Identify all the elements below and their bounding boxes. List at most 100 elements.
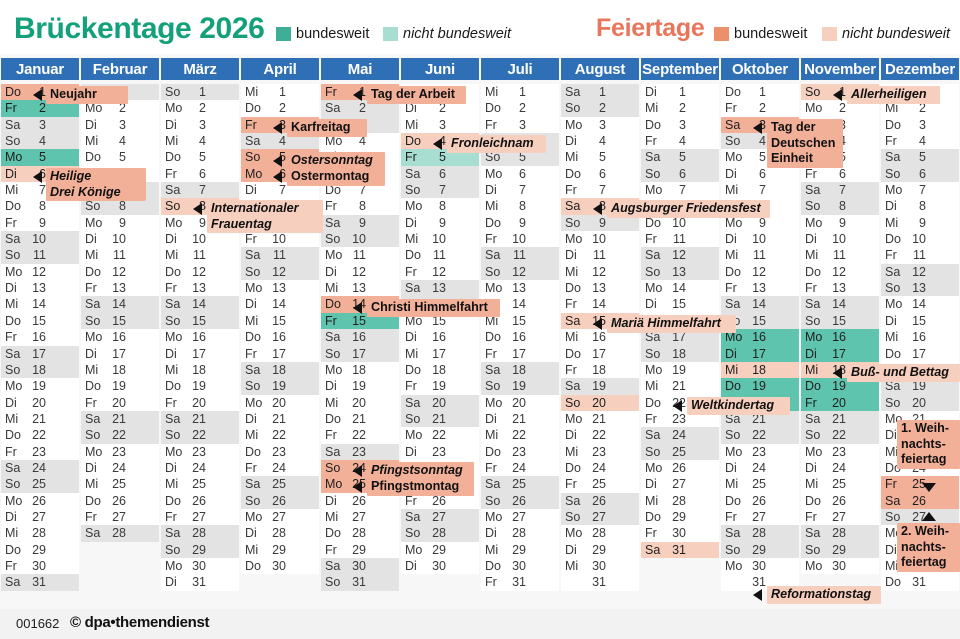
day-cell[interactable]: Di 28 xyxy=(241,525,319,542)
day-cell[interactable]: Di 7 xyxy=(241,182,319,199)
day-cell[interactable]: Mo 16 xyxy=(801,329,879,346)
month-header-juni[interactable]: Juni xyxy=(401,58,479,80)
day-cell[interactable]: Di 12 xyxy=(321,263,399,281)
day-cell[interactable]: Fr 24 xyxy=(241,459,319,477)
day-cell[interactable]: Mo 14 xyxy=(881,296,959,313)
day-cell[interactable]: Fr 20 xyxy=(81,394,159,411)
day-cell[interactable]: Di 16 xyxy=(401,329,479,346)
day-cell[interactable]: Fr 27 xyxy=(161,508,239,526)
day-cell[interactable]: Fr 16 xyxy=(1,329,79,346)
day-cell[interactable]: Do 8 xyxy=(1,198,79,215)
day-cell[interactable]: Mo 23 xyxy=(801,443,879,460)
day-cell[interactable]: Mi 4 xyxy=(81,133,159,150)
day-cell[interactable]: Sa 28 xyxy=(81,525,159,542)
day-cell[interactable]: Sa 2 xyxy=(321,100,399,117)
holiday-callout-pfingstmontag[interactable]: Pfingstmontag xyxy=(367,478,474,496)
day-cell[interactable]: So 12 xyxy=(241,263,319,281)
day-cell[interactable]: Mo 28 xyxy=(561,525,639,542)
holiday-callout-christi-himmelfahrt[interactable]: Christi Himmelfahrt xyxy=(367,299,500,317)
day-cell[interactable]: Sa 31 xyxy=(641,541,719,558)
holiday-callout-ostersonntag[interactable]: Ostersonntag xyxy=(287,152,385,170)
day-cell[interactable]: Fr 13 xyxy=(161,280,239,297)
day-cell[interactable]: Mi 10 xyxy=(401,231,479,248)
day-cell[interactable]: Do 7 xyxy=(321,182,399,199)
day-cell[interactable]: Sa 5 xyxy=(881,149,959,166)
day-cell[interactable]: Mi 2 xyxy=(881,100,959,117)
day-cell[interactable]: So 19 xyxy=(241,378,319,395)
day-cell[interactable]: Di 17 xyxy=(81,345,159,362)
day-cell[interactable]: Di 21 xyxy=(241,410,319,428)
day-cell[interactable]: Do 26 xyxy=(721,492,799,509)
day-cell[interactable]: Sa 14 xyxy=(161,296,239,313)
day-cell[interactable]: Sa 14 xyxy=(801,296,879,313)
day-cell[interactable]: Mi 3 xyxy=(401,116,479,134)
day-cell[interactable]: Sa 14 xyxy=(81,296,159,313)
day-cell[interactable]: Di 4 xyxy=(561,133,639,150)
day-cell[interactable]: So 11 xyxy=(1,247,79,264)
day-cell[interactable]: Di 29 xyxy=(561,541,639,558)
day-cell[interactable]: So 4 xyxy=(1,133,79,150)
day-cell[interactable]: Do 3 xyxy=(881,116,959,134)
day-cell[interactable]: Mo 26 xyxy=(641,459,719,477)
day-cell[interactable]: Fr 12 xyxy=(401,263,479,281)
day-cell[interactable]: Mo 23 xyxy=(81,443,159,460)
day-cell[interactable]: So 15 xyxy=(81,312,159,330)
holiday-callout-tag-der-deutschen-einheit[interactable]: Tag der Deutschen Einheit xyxy=(767,119,843,168)
day-cell[interactable]: Sa 9 xyxy=(321,214,399,232)
day-cell[interactable]: Di 24 xyxy=(161,459,239,477)
day-cell[interactable]: Do 5 xyxy=(81,149,159,166)
month-header-november[interactable]: November xyxy=(801,58,879,80)
day-cell[interactable]: Fr 14 xyxy=(561,296,639,313)
day-cell[interactable]: Mi 22 xyxy=(481,427,559,444)
day-cell[interactable]: Sa 14 xyxy=(721,296,799,313)
day-cell[interactable]: Mi 9 xyxy=(881,214,959,232)
day-cell[interactable]: Mi 1 xyxy=(481,84,559,101)
day-cell[interactable]: Fr 2 xyxy=(721,100,799,117)
day-cell[interactable]: Do 26 xyxy=(801,492,879,509)
day-cell[interactable]: Do 30 xyxy=(481,557,559,575)
day-cell[interactable]: Di 21 xyxy=(481,410,559,428)
day-cell[interactable]: Fr 30 xyxy=(1,557,79,575)
day-cell[interactable]: Mo 27 xyxy=(241,508,319,526)
day-cell[interactable]: Mi 28 xyxy=(641,492,719,509)
day-cell[interactable]: Do 26 xyxy=(81,492,159,509)
day-cell[interactable]: Do 2 xyxy=(241,100,319,117)
month-header-oktober[interactable]: Oktober xyxy=(721,58,799,80)
day-cell[interactable]: Di 17 xyxy=(161,345,239,362)
holiday-callout-augsburger-friedensfest[interactable]: Augsburger Friedensfest xyxy=(607,200,770,218)
day-cell[interactable]: Di 10 xyxy=(721,231,799,248)
day-cell[interactable]: Di 15 xyxy=(881,312,959,330)
day-cell[interactable]: Sa 3 xyxy=(1,116,79,134)
day-cell[interactable]: Do 31 xyxy=(881,574,959,591)
day-cell[interactable]: So 1 xyxy=(161,84,239,101)
holiday-callout-pfingstsonntag[interactable]: Pfingstsonntag xyxy=(367,462,474,480)
day-cell[interactable]: Mo 13 xyxy=(481,280,559,297)
day-cell[interactable]: Mo 15 xyxy=(401,312,479,330)
day-cell[interactable]: Sa 28 xyxy=(801,525,879,542)
holiday-callout-erster-weihnachtsfeiertag[interactable]: 1. Weih- nachts- feiertag xyxy=(897,420,960,469)
day-cell[interactable]: Mi 21 xyxy=(1,410,79,428)
day-cell[interactable]: Fr 2 xyxy=(1,100,79,117)
day-cell[interactable]: Fr 26 xyxy=(401,492,479,509)
day-cell[interactable]: Di 27 xyxy=(1,508,79,526)
day-cell[interactable]: Fr 6 xyxy=(161,165,239,183)
day-cell[interactable]: Sa 31 xyxy=(1,574,79,591)
day-cell[interactable]: Sa 7 xyxy=(161,182,239,199)
day-cell[interactable]: Mo 19 xyxy=(641,361,719,379)
day-cell[interactable]: Mi 16 xyxy=(561,329,639,346)
day-cell[interactable]: So 7 xyxy=(401,182,479,199)
day-cell[interactable]: Mi 30 xyxy=(561,557,639,575)
day-cell[interactable]: Mi 22 xyxy=(241,427,319,444)
day-cell[interactable]: So 8 xyxy=(801,198,879,215)
day-cell[interactable]: Mo 9 xyxy=(721,214,799,232)
day-cell[interactable]: Fr 20 xyxy=(161,394,239,411)
day-cell[interactable]: Sa 18 xyxy=(241,361,319,379)
day-cell[interactable]: Do 26 xyxy=(161,492,239,509)
day-cell[interactable]: So 19 xyxy=(481,378,559,395)
day-cell[interactable]: Mo 20 xyxy=(241,394,319,411)
day-cell[interactable]: Mi 11 xyxy=(721,247,799,264)
day-cell[interactable]: Di 15 xyxy=(641,296,719,313)
day-cell[interactable]: Do 16 xyxy=(241,329,319,346)
day-cell[interactable]: Sa 21 xyxy=(801,410,879,428)
day-cell[interactable]: Mi 12 xyxy=(561,263,639,281)
